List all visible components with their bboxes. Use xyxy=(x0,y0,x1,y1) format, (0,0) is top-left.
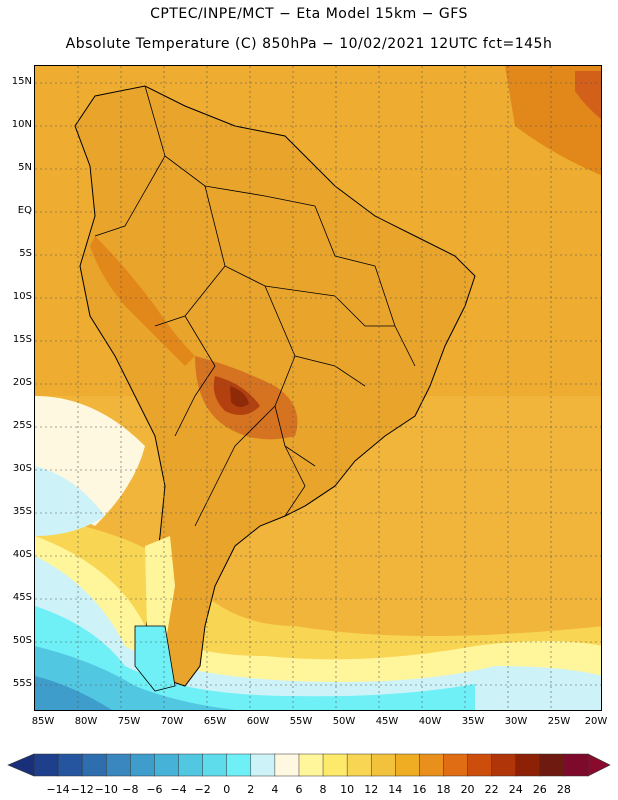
lat-label-5n: 5N xyxy=(18,162,32,173)
colorbar-swatch xyxy=(33,753,59,777)
colorbar-tick-label: 0 xyxy=(223,783,231,796)
colorbar-swatch xyxy=(491,753,517,777)
lat-label-25s: 25S xyxy=(12,420,32,431)
country-borders xyxy=(94,85,416,527)
colorbar-swatch xyxy=(298,753,324,777)
lon-label-30w: 30W xyxy=(504,716,528,727)
colorbar-tick-label: 16 xyxy=(412,783,427,796)
map-panel xyxy=(34,65,602,711)
colorbar-tick-label: 28 xyxy=(556,783,571,796)
colorbar-swatch xyxy=(81,753,107,777)
lat-label-15s: 15S xyxy=(12,334,32,345)
lon-label-35w: 35W xyxy=(461,716,485,727)
lon-label-20w: 20W xyxy=(584,716,608,727)
colorbar-swatch xyxy=(443,753,469,777)
colorbar-tick-label: −12 xyxy=(70,783,94,796)
colorbar-swatch xyxy=(515,753,541,777)
colorbar-tick-label: −8 xyxy=(122,783,139,796)
lat-label-5s: 5S xyxy=(19,248,32,259)
colorbar-swatch xyxy=(346,753,372,777)
colorbar-segments xyxy=(33,753,589,777)
colorbar-tick-label: −2 xyxy=(194,783,211,796)
colorbar-tick-label: −6 xyxy=(146,783,163,796)
lat-label-eq: EQ xyxy=(17,205,32,216)
colorbar-swatch xyxy=(419,753,445,777)
colorbar-right-arrow xyxy=(587,753,611,777)
lon-label-75w: 75W xyxy=(117,716,141,727)
lon-label-55w: 55W xyxy=(289,716,313,727)
colorbar-swatch xyxy=(202,753,228,777)
colorbar-tick-label: 18 xyxy=(436,783,451,796)
colorbar-swatch xyxy=(563,753,589,777)
colorbar-tick-label: 22 xyxy=(484,783,499,796)
colorbar-tick-label: 24 xyxy=(508,783,523,796)
colorbar-tick-label: 14 xyxy=(388,783,403,796)
colorbar-swatch xyxy=(57,753,83,777)
colorbar-tick-label: 6 xyxy=(295,783,303,796)
lon-label-45w: 45W xyxy=(375,716,399,727)
colorbar-tick-label: 10 xyxy=(340,783,355,796)
lat-label-20s: 20S xyxy=(12,377,32,388)
colorbar-tick-label: 26 xyxy=(532,783,547,796)
title-line-1: CPTEC/INPE/MCT − Eta Model 15km − GFS xyxy=(150,6,468,22)
colorbar-swatch xyxy=(370,753,396,777)
colorbar xyxy=(7,753,611,777)
lat-label-10s: 10S xyxy=(12,291,32,302)
colorbar-swatch xyxy=(250,753,276,777)
colorbar-left-arrow xyxy=(7,753,35,777)
lat-label-50s: 50S xyxy=(12,635,32,646)
title-line-2: Absolute Temperature (C) 850hPa − 10/02/… xyxy=(65,36,553,52)
colorbar-swatch xyxy=(274,753,300,777)
lat-label-45s: 45S xyxy=(12,592,32,603)
lon-label-65w: 65W xyxy=(203,716,227,727)
lon-label-25w: 25W xyxy=(547,716,571,727)
colorbar-swatch xyxy=(395,753,420,777)
lon-label-50w: 50W xyxy=(332,716,356,727)
temperature-map xyxy=(35,66,601,710)
lon-label-40w: 40W xyxy=(418,716,442,727)
lat-label-10n: 10N xyxy=(11,119,32,130)
colorbar-tick-label: −14 xyxy=(46,783,70,796)
colorbar-tick-label: 12 xyxy=(364,783,379,796)
colorbar-tick-label: −10 xyxy=(94,783,118,796)
lon-label-80w: 80W xyxy=(74,716,98,727)
colorbar-swatch xyxy=(539,753,565,777)
lat-label-15n: 15N xyxy=(11,76,32,87)
colorbar-swatch xyxy=(154,753,180,777)
colorbar-swatch xyxy=(226,753,252,777)
colorbar-swatch xyxy=(178,753,204,777)
lat-label-30s: 30S xyxy=(12,463,32,474)
colorbar-tick-label: 4 xyxy=(271,783,279,796)
colorbar-swatch xyxy=(467,753,493,777)
colorbar-swatch xyxy=(130,753,155,777)
lat-label-35s: 35S xyxy=(12,506,32,517)
colorbar-tick-label: 8 xyxy=(319,783,327,796)
colorbar-tick-label: 2 xyxy=(247,783,255,796)
colorbar-tick-label: −4 xyxy=(170,783,187,796)
lon-label-85w: 85W xyxy=(31,716,55,727)
colorbar-swatch xyxy=(106,753,131,777)
lat-label-55s: 55S xyxy=(12,678,32,689)
colorbar-tick-label: 20 xyxy=(460,783,475,796)
lon-label-60w: 60W xyxy=(246,716,270,727)
lat-label-40s: 40S xyxy=(12,549,32,560)
lon-label-70w: 70W xyxy=(160,716,184,727)
colorbar-swatch xyxy=(322,753,348,777)
